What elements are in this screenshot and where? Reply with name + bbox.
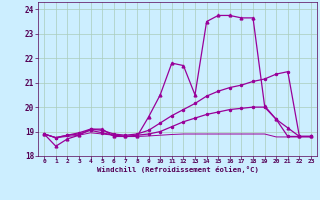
X-axis label: Windchill (Refroidissement éolien,°C): Windchill (Refroidissement éolien,°C) (97, 166, 259, 173)
